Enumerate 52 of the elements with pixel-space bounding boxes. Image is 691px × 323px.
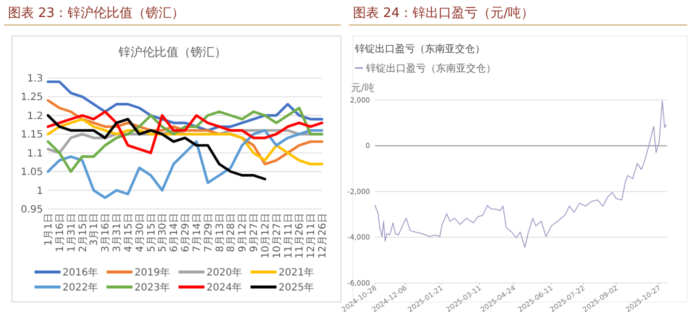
chart-title: 图表 24：锌出口盈亏（元/吨） bbox=[353, 6, 534, 21]
chart-title: 图表 23：锌沪伦比值（镑汇） bbox=[8, 5, 185, 21]
x-tick-label: 6月14日 bbox=[169, 213, 180, 252]
x-tick-label: 2月15日 bbox=[78, 213, 89, 252]
y-axis-title: 元/吨 bbox=[351, 82, 374, 94]
x-tick-label: 8月13日 bbox=[214, 213, 226, 252]
y-tick-label: 0.95 bbox=[20, 204, 43, 216]
legend-label: 2020年 bbox=[206, 266, 242, 278]
x-tick-label: 9月27日 bbox=[249, 213, 260, 252]
chart-subtitle: 锌锭出口盈亏（东南亚交仓） bbox=[354, 43, 485, 55]
y-tick-label: 1 bbox=[36, 186, 43, 197]
y-tick-label: 1.3 bbox=[27, 74, 43, 84]
x-tick-label: 7月29日 bbox=[203, 213, 214, 252]
line-series bbox=[46, 110, 324, 154]
x-tick-label: 3月1日 bbox=[89, 213, 100, 246]
x-tick-label: 3月31日 bbox=[112, 213, 123, 252]
legend-label: 2024年 bbox=[206, 282, 242, 294]
y-tick-label: 1.25 bbox=[20, 92, 43, 104]
x-tick-label: 9月12日 bbox=[238, 213, 249, 252]
legend-label: 锌锭出口盈亏（东南亚交仓） bbox=[365, 62, 496, 74]
line-series bbox=[374, 100, 667, 248]
y-tick-label: 1.15 bbox=[20, 130, 43, 141]
x-tick-label: 12月26日 bbox=[318, 213, 328, 258]
line-series bbox=[46, 106, 324, 173]
legend-label: 2019年 bbox=[134, 266, 170, 278]
legend-label: 2016年 bbox=[62, 266, 98, 278]
x-tick-label: 6月29日 bbox=[180, 213, 192, 252]
y-tick-label: 1.1 bbox=[27, 148, 43, 160]
x-tick-label: 11月26日 bbox=[294, 213, 306, 258]
x-tick-label: 8月28日 bbox=[226, 213, 238, 252]
x-tick-label: 11月11日 bbox=[283, 213, 294, 258]
y-tick-label: 1.2 bbox=[27, 110, 43, 122]
chart-subtitle: 锌沪伦比值（镑汇） bbox=[118, 45, 226, 59]
line-series bbox=[46, 114, 266, 180]
x-tick-label: 5月30日 bbox=[158, 213, 169, 252]
x-tick-label: 12月11日 bbox=[306, 213, 318, 258]
x-tick-label: 1月1日 bbox=[44, 213, 54, 246]
x-tick-label: 4月30日 bbox=[134, 213, 146, 252]
x-tick-label: 10月12日 bbox=[260, 213, 272, 258]
x-tick-label: 7月14日 bbox=[192, 213, 203, 252]
legend-label: 2022年 bbox=[62, 282, 98, 294]
x-tick-label: 3月16日 bbox=[100, 213, 112, 252]
x-tick-label: 1月16日 bbox=[54, 213, 66, 252]
legend-label: 2021年 bbox=[278, 266, 314, 278]
legend-label: 2023年 bbox=[134, 282, 170, 294]
x-tick-label: 10月27日 bbox=[272, 213, 283, 258]
x-tick-label: 4月15日 bbox=[123, 213, 134, 252]
x-tick-label: 1月31日 bbox=[66, 213, 78, 252]
legend-label: 2025年 bbox=[278, 282, 314, 294]
line-series bbox=[46, 129, 324, 200]
x-tick-label: 5月15日 bbox=[146, 213, 158, 252]
y-tick-label: 1.05 bbox=[20, 167, 43, 178]
